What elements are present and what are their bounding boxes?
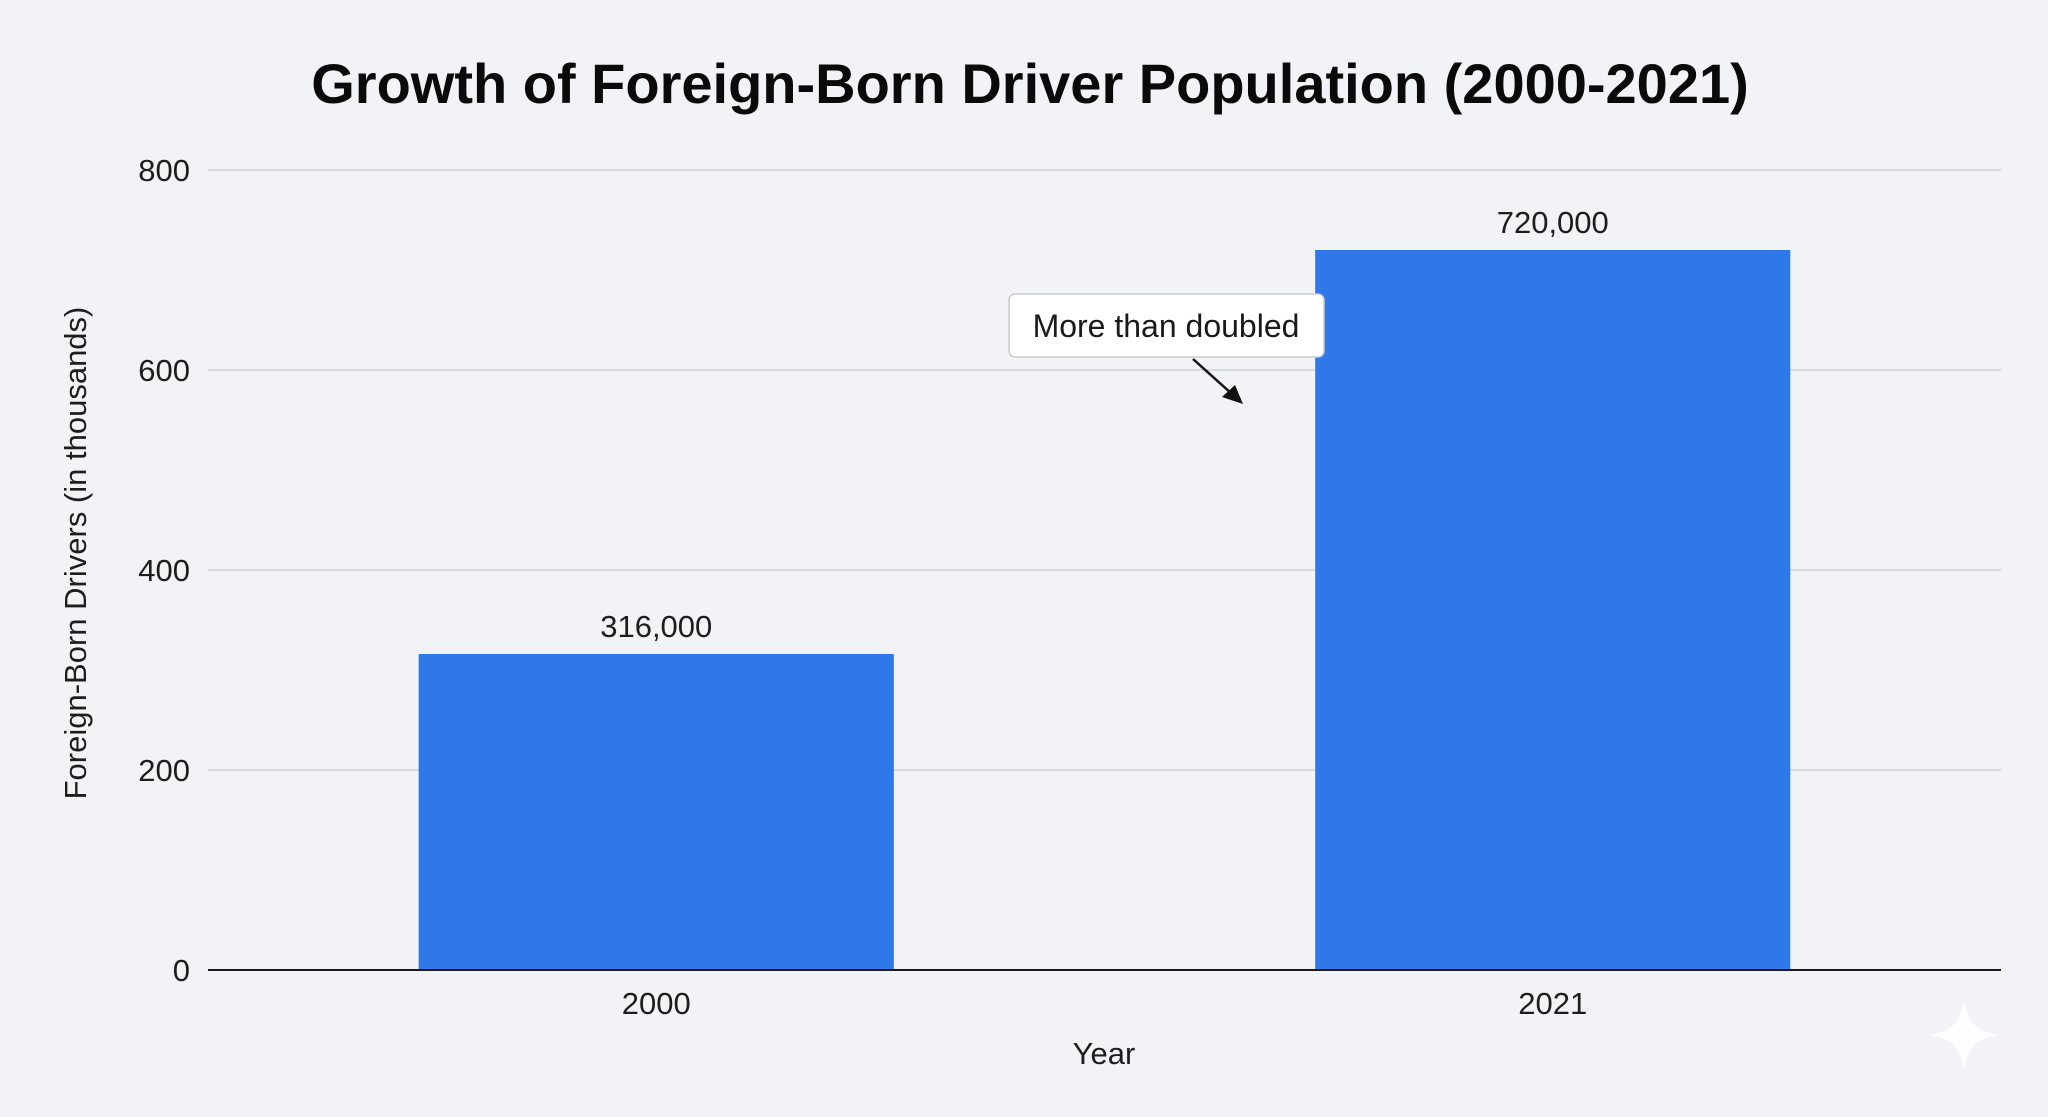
- bar-2000: [418, 654, 894, 970]
- data-label: 720,000: [1497, 205, 1609, 240]
- x-tick-label: 2000: [622, 986, 691, 1021]
- y-tick-label: 200: [138, 753, 190, 788]
- y-tick-label: 400: [138, 553, 190, 588]
- y-tick-label: 0: [173, 953, 190, 988]
- sparkle-watermark: [1930, 1000, 1998, 1070]
- x-tick-label: 2021: [1518, 986, 1587, 1021]
- x-axis: 2000 2021: [208, 969, 2001, 1021]
- annotation-text: More than doubled: [1033, 308, 1300, 344]
- y-axis-ticks: 0 200 400 600 800: [138, 153, 190, 988]
- bars: [418, 250, 1791, 970]
- y-tick-label: 600: [138, 353, 190, 388]
- annotation: More than doubled: [1008, 293, 1325, 404]
- bar-2021: [1315, 250, 1791, 970]
- data-labels: 316,000 720,000: [600, 205, 1609, 644]
- annotation-arrowhead: [1222, 385, 1243, 404]
- data-label: 316,000: [600, 609, 712, 644]
- annotation-arrow: [1192, 358, 1233, 395]
- annotation-box: [1008, 293, 1325, 358]
- y-tick-label: 800: [138, 153, 190, 188]
- x-axis-title: Year: [1073, 1036, 1136, 1071]
- chart-title: Growth of Foreign-Born Driver Population…: [311, 52, 1749, 115]
- y-axis-title: Foreign-Born Drivers (in thousands): [58, 307, 93, 800]
